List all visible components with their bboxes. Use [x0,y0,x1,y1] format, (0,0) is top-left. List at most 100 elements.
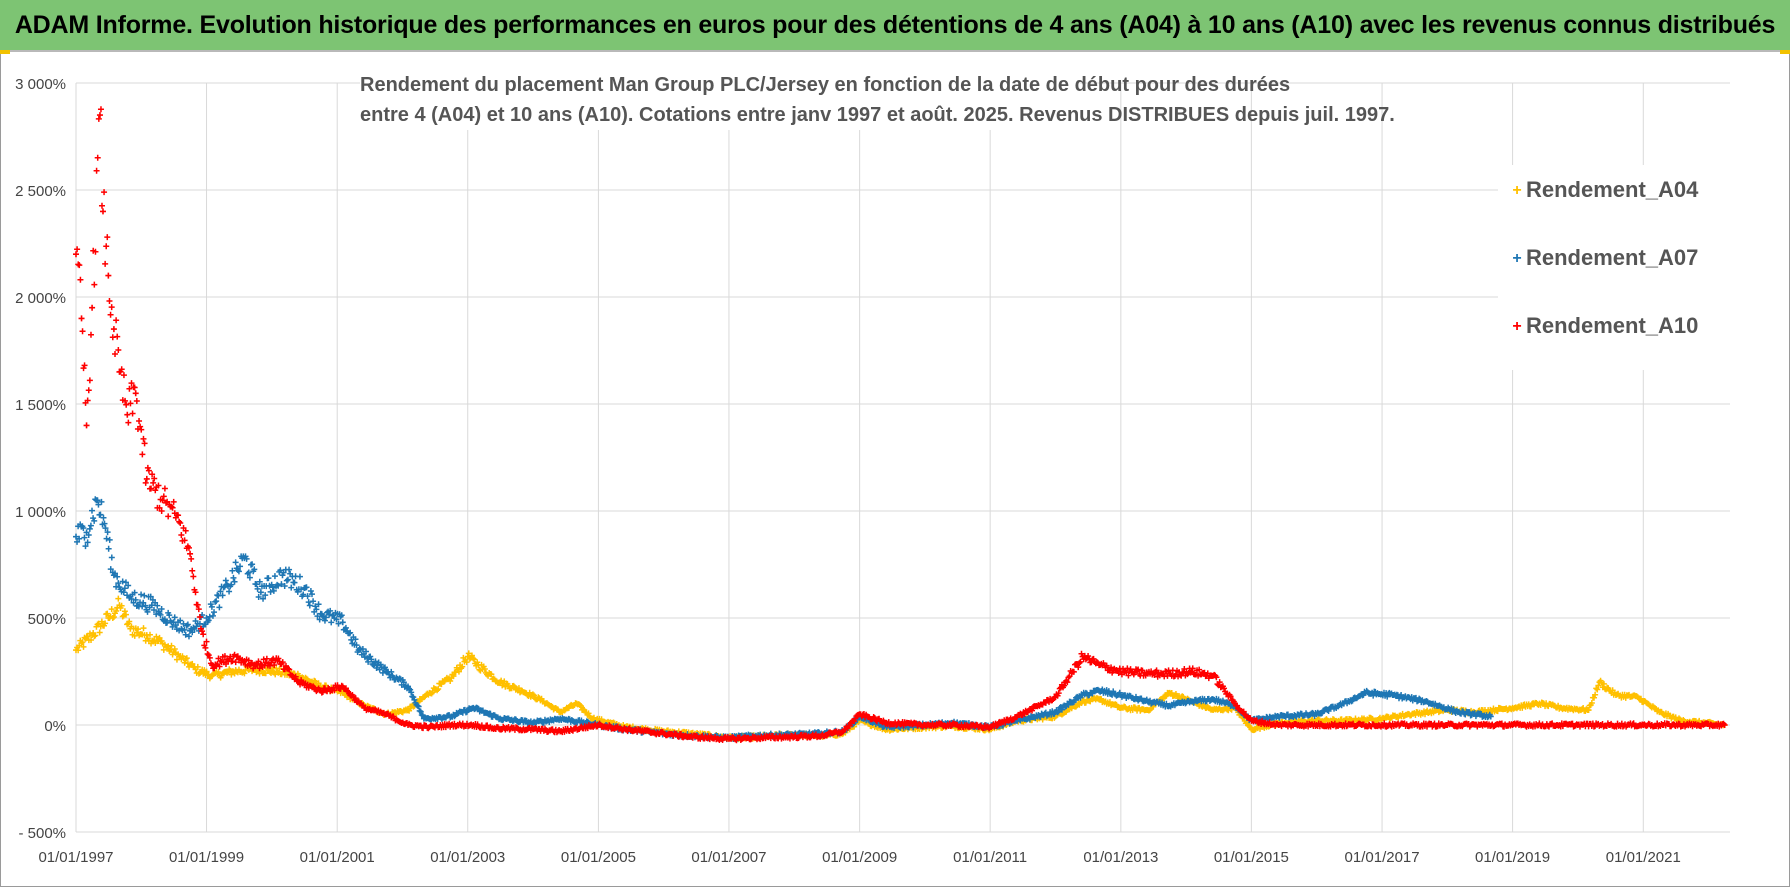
data-point [178,532,185,539]
data-point [291,579,298,586]
data-point [1221,685,1228,692]
x-tick-label: 01/01/2003 [430,849,505,866]
data-point [161,616,168,623]
data-point [75,261,82,268]
data-point [91,517,98,524]
data-point [1600,680,1607,687]
data-point [119,578,126,585]
data-point [371,661,378,668]
data-point [157,611,164,618]
data-point [262,659,269,666]
chart-title-line-1: Rendement du placement Man Group PLC/Jer… [360,74,1291,96]
data-point [131,384,138,391]
chart-title: Rendement du placement Man Group PLC/Jer… [360,70,1395,130]
data-point [530,692,537,699]
data-point [1061,682,1068,689]
data-point [325,685,332,692]
data-point [256,665,263,672]
data-point [286,566,293,573]
data-point [245,569,252,576]
data-point [308,591,315,598]
data-point [450,673,457,680]
data-point [77,276,84,283]
data-point [144,608,151,615]
data-point [85,531,92,538]
data-point [231,578,238,585]
data-point [316,616,323,623]
data-point [396,675,403,682]
data-point [141,592,148,599]
data-point [338,682,345,689]
data-point [114,333,121,340]
data-point [155,482,162,489]
data-point [175,512,182,519]
data-point [121,585,128,592]
data-point [368,656,375,663]
data-point [285,665,292,672]
data-point [94,621,101,628]
data-point [92,248,99,255]
data-point [102,260,109,267]
data-point [213,598,220,605]
data-point [1234,702,1241,709]
data-point [344,687,351,694]
data-point [76,535,83,542]
data-point [1370,692,1377,699]
data-point [101,189,108,196]
data-point [333,616,340,623]
data-point [270,587,277,594]
data-point [189,660,196,667]
data-point [241,670,248,677]
data-point [377,661,384,668]
data-point [139,451,146,458]
data-point [109,615,116,622]
data-point [284,576,291,583]
data-point [465,650,472,657]
data-point [451,713,458,720]
data-point [1486,711,1493,718]
data-point [182,527,189,534]
data-point [294,678,301,685]
data-point [102,620,109,627]
data-point [1213,674,1220,681]
data-point [576,702,583,709]
data-point [141,632,148,639]
data-point [190,573,197,580]
data-point [169,504,176,511]
data-point [585,710,592,717]
data-point [200,631,207,638]
data-point [267,588,274,595]
data-point [74,246,81,253]
data-point [80,524,87,531]
data-point [196,620,203,627]
x-tick-label: 01/01/2011 [953,849,1027,866]
data-point [535,694,542,701]
data-point [106,297,113,304]
data-point [481,666,488,673]
data-point [208,603,215,610]
legend-marker-a07: + [1512,250,1522,268]
data-point [1494,708,1501,715]
data-point [99,208,106,215]
data-point [1042,699,1049,706]
data-point [205,617,212,624]
data-point [206,613,213,620]
y-tick-label: 500% [28,611,66,628]
data-point [487,710,494,717]
data-point [229,567,236,574]
data-point [146,604,153,611]
data-point [85,387,92,394]
data-point [115,346,122,353]
data-point [79,328,86,335]
data-point [1116,689,1123,696]
data-point [136,417,143,424]
data-point [272,671,279,678]
data-point [128,595,135,602]
data-point [78,640,85,647]
data-point [120,589,127,596]
data-point [232,659,239,666]
data-point [338,612,345,619]
data-point [315,680,322,687]
